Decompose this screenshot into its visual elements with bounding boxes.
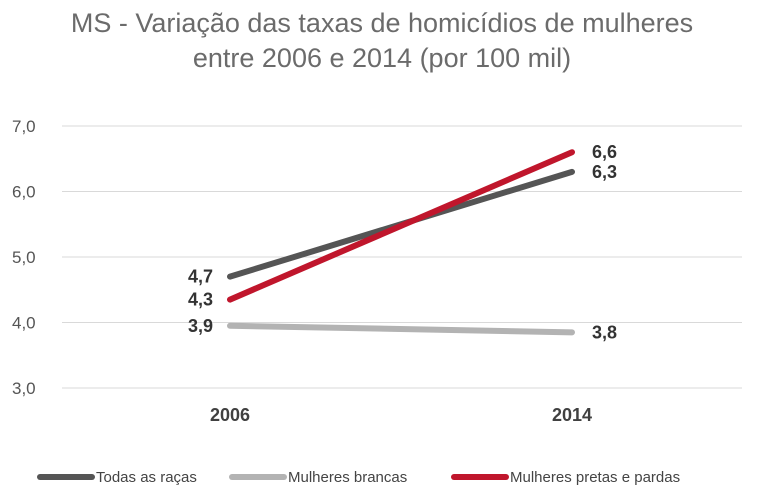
y-tick-label: 4,0 — [12, 314, 36, 333]
data-label: 6,6 — [592, 142, 617, 162]
data-label: 3,9 — [188, 316, 213, 336]
data-label: 3,8 — [592, 322, 617, 342]
legend-label: Todas as raças — [96, 469, 197, 486]
x-tick-label: 2014 — [552, 405, 592, 425]
chart-title-line-1: MS - Variação das taxas de homicídios de… — [70, 8, 694, 38]
y-tick-label: 5,0 — [12, 248, 36, 267]
y-tick-label: 3,0 — [12, 379, 36, 398]
data-label: 4,3 — [188, 290, 213, 310]
x-tick-label: 2006 — [210, 405, 250, 425]
chart-title-line-2: entre 2006 e 2014 (por 100 mil) — [192, 43, 572, 73]
y-tick-label: 6,0 — [12, 183, 36, 202]
y-tick-label: 7,0 — [12, 117, 36, 136]
data-label: 4,7 — [188, 267, 213, 287]
legend-label: Mulheres brancas — [288, 469, 407, 486]
data-label: 6,3 — [592, 162, 617, 182]
legend-label: Mulheres pretas e pardas — [510, 469, 680, 486]
series-line — [227, 322, 575, 336]
series-line — [227, 149, 575, 303]
